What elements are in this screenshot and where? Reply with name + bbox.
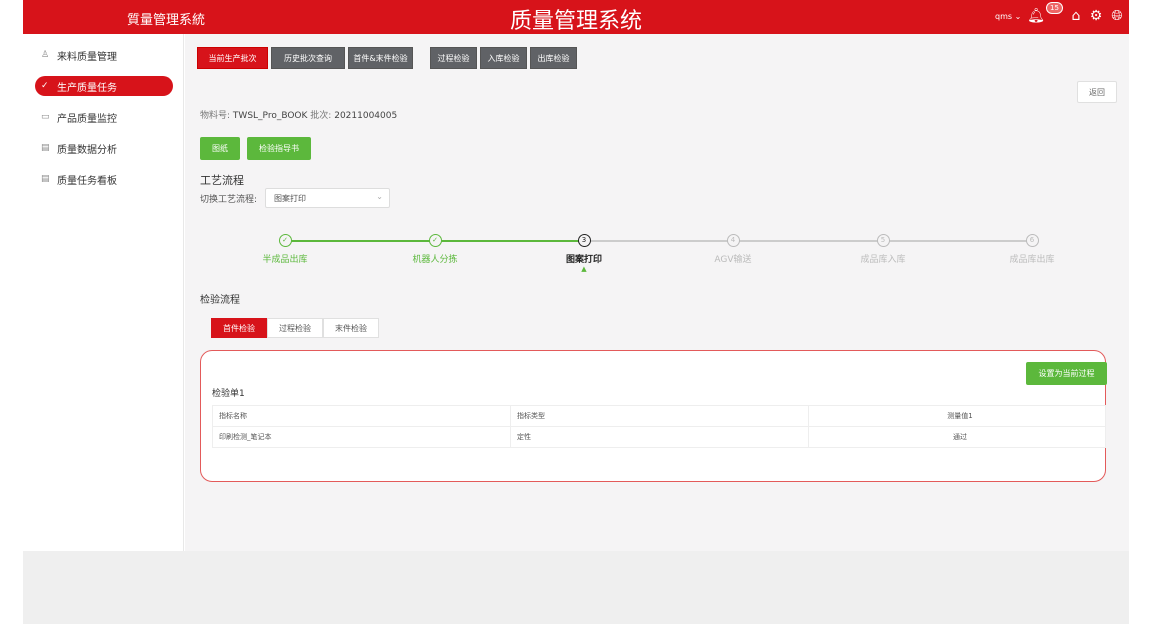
top-bar: 質量管理系統 质量管理系统 qms ⌄ 🔔︎ 15 ⌂ ⚙ 🌐︎ [23, 0, 1129, 34]
subtab-first[interactable]: 首件检验 [211, 318, 267, 338]
sidebar-item-label: 产品质量监控 [57, 113, 117, 125]
chevron-down-icon: ⌄ [1014, 12, 1022, 21]
user-icon: ♙ [41, 50, 50, 60]
step-4[interactable]: 4 AGV输送 [673, 234, 793, 265]
subtab-last[interactable]: 末件检验 [323, 318, 379, 338]
notification-badge: 15 [1046, 2, 1063, 14]
step-line-pending [585, 240, 1033, 242]
table-header: 指标名称 指标类型 测量值1 [212, 405, 1106, 427]
user-menu[interactable]: qms ⌄ [995, 12, 1021, 21]
material-value: TWSL_Pro_BOOK [232, 111, 308, 121]
cell-name: 印刷检测_笔记本 [212, 426, 511, 448]
step-3[interactable]: 3 图案打印 ▲ [524, 234, 644, 273]
bell-icon[interactable]: 🔔︎ [1027, 8, 1045, 24]
check-icon: ✓ [278, 234, 292, 247]
guide-button[interactable]: 检验指导书 [247, 137, 311, 160]
sidebar: ♙ 来料质量管理 ✓ 生产质量任务 ▭ 产品质量监控 ▤ 质量数据分析 ▤ 质量任务看板 [23, 34, 184, 551]
main-content: 当前生产批次 历史批次查询 首件&末件检验 过程检验 入库检验 出库检验 返回 … [185, 34, 1129, 551]
process-select[interactable]: 图案打印 ⌄ [265, 188, 390, 208]
logo-text: 質量管理系統 [127, 13, 206, 28]
tab-current-batch[interactable]: 当前生产批次 [197, 47, 268, 69]
step-6[interactable]: 6 成品库出库 [972, 234, 1092, 265]
sidebar-item-label: 质量任务看板 [57, 175, 117, 187]
step-label: 成品库出库 [1009, 255, 1055, 265]
footer-area [23, 551, 1129, 624]
step-label: 机器人分拣 [412, 255, 458, 265]
step-5[interactable]: 5 成品库入库 [823, 234, 943, 265]
sidebar-item-monitor[interactable]: ▭ 产品质量监控 [35, 107, 173, 127]
gear-icon[interactable]: ⚙ [1089, 8, 1103, 24]
sidebar-item-label: 生产质量任务 [57, 82, 117, 94]
step-number: 6 [1025, 234, 1039, 247]
back-button[interactable]: 返回 [1077, 81, 1117, 103]
sidebar-item-incoming[interactable]: ♙ 来料质量管理 [35, 45, 173, 65]
check-icon: ✓ [41, 81, 49, 91]
step-number: 5 [876, 234, 890, 247]
column-header: 测量值1 [808, 405, 1106, 427]
step-label: 成品库入库 [860, 255, 906, 265]
inspection-table: 指标名称 指标类型 测量值1 印刷检测_笔记本 定性 通过 [212, 405, 1106, 448]
process-title: 工艺流程 [200, 174, 244, 187]
sidebar-item-analysis[interactable]: ▤ 质量数据分析 [35, 138, 173, 158]
batch-value: 20211004005 [334, 111, 398, 121]
monitor-icon: ▭ [41, 112, 50, 122]
check-icon: ✓ [428, 234, 442, 247]
inspection-card: 设置为当前过程 检验单1 指标名称 指标类型 测量值1 印刷检测_笔记本 定性 … [200, 350, 1107, 482]
app-title: 质量管理系统 [509, 9, 642, 34]
column-header: 指标名称 [212, 405, 511, 427]
select-value: 图案打印 [274, 194, 306, 203]
table-row: 印刷检测_笔记本 定性 通过 [212, 426, 1106, 448]
batch-label: 批次: [310, 111, 332, 121]
sidebar-item-label: 来料质量管理 [57, 51, 117, 63]
sheet-title: 检验单1 [212, 389, 245, 399]
sidebar-item-production[interactable]: ✓ 生产质量任务 [35, 76, 173, 96]
sidebar-item-label: 质量数据分析 [57, 144, 117, 156]
step-number: 3 [577, 234, 591, 247]
step-number: 4 [726, 234, 740, 247]
tab-history[interactable]: 历史批次查询 [271, 47, 345, 69]
chevron-down-icon: ⌄ [376, 192, 383, 201]
tab-first-last[interactable]: 首件&末件检验 [348, 47, 413, 69]
tab-outbound[interactable]: 出库检验 [530, 47, 577, 69]
inspection-title: 检验流程 [200, 295, 240, 306]
username: qms [995, 12, 1013, 21]
step-label: 半成品出库 [262, 255, 308, 265]
cell-value: 通过 [808, 426, 1106, 448]
step-2[interactable]: ✓ 机器人分拣 [375, 234, 495, 265]
chart-icon: ▤ [41, 143, 50, 153]
drawing-button[interactable]: 图纸 [200, 137, 240, 160]
caret-up-icon: ▲ [581, 265, 587, 273]
tab-inbound[interactable]: 入库检验 [480, 47, 527, 69]
step-label: AGV输送 [714, 255, 752, 265]
column-header: 指标类型 [510, 405, 809, 427]
material-label: 物料号: [200, 111, 231, 121]
cell-type: 定性 [510, 426, 809, 448]
board-icon: ▤ [41, 174, 50, 184]
globe-icon[interactable]: 🌐︎ [1111, 8, 1123, 24]
sidebar-item-board[interactable]: ▤ 质量任务看板 [35, 169, 173, 189]
switch-label: 切换工艺流程: [200, 195, 258, 205]
step-label: 图案打印 [565, 255, 602, 265]
subtab-process[interactable]: 过程检验 [267, 318, 323, 338]
tab-process[interactable]: 过程检验 [430, 47, 477, 69]
batch-info: 物料号: TWSL_Pro_BOOK 批次: 20211004005 [200, 108, 397, 121]
home-icon[interactable]: ⌂ [1071, 8, 1081, 24]
step-1[interactable]: ✓ 半成品出库 [225, 234, 345, 265]
set-current-button[interactable]: 设置为当前过程 [1026, 362, 1107, 385]
